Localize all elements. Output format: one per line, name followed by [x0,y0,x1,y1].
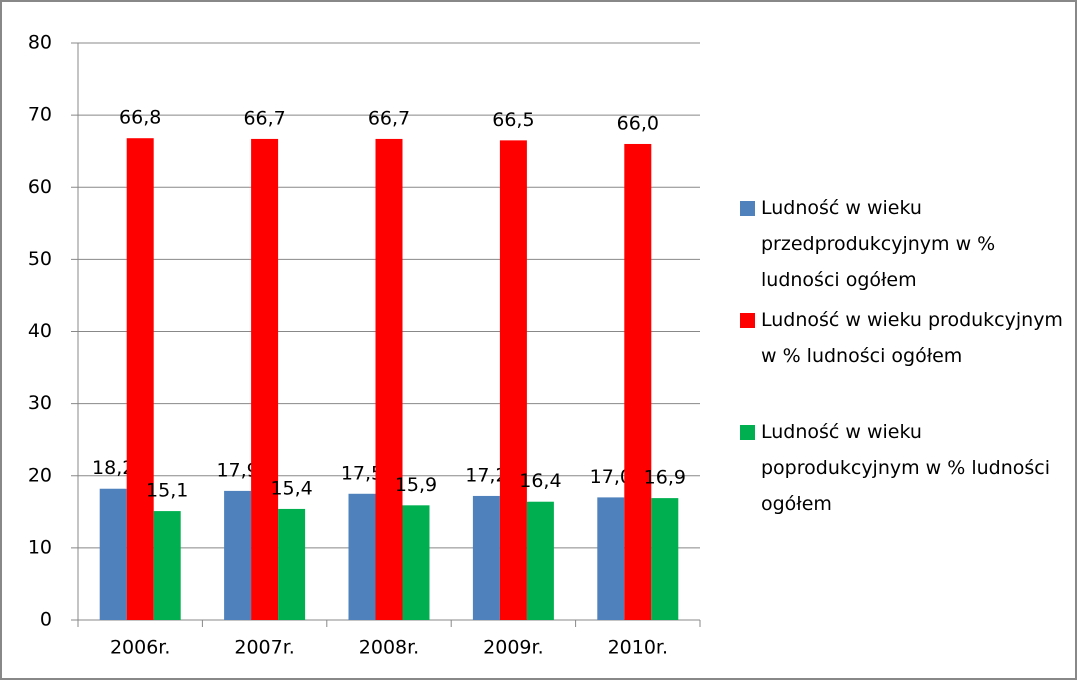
data-label: 66,7 [368,107,410,129]
data-label: 66,8 [119,107,161,129]
legend-swatch [740,313,755,328]
data-label: 17,2 [465,464,507,486]
data-label: 66,0 [617,112,659,134]
legend-label: Ludność w wieku poprodukcyjnym w % ludno… [761,421,1051,515]
bar [624,143,652,620]
data-label: 66,5 [492,109,534,131]
y-tick-label: 30 [28,392,52,414]
legend-swatch [740,425,755,440]
x-tick-label: 2006r. [110,637,170,659]
bar [526,501,554,620]
y-tick-label: 80 [28,32,52,54]
x-tick-label: 2010r. [608,637,668,659]
bar [499,140,527,620]
bar [224,490,252,620]
y-tick-label: 0 [40,609,52,631]
legend-label: Ludność w wieku przedprodukcyjnym w % lu… [761,197,996,291]
data-label: 17,9 [216,459,258,481]
data-label: 18,2 [92,457,134,479]
x-tick-label: 2007r. [234,637,294,659]
legend-item: Ludność w wieku poprodukcyjnym w % ludno… [740,414,1070,522]
x-tick-label: 2009r. [483,637,543,659]
y-tick-label: 40 [28,320,52,342]
y-tick-label: 50 [28,248,52,270]
data-label: 17,5 [341,462,383,484]
data-label: 16,9 [644,467,686,489]
y-tick-label: 20 [28,464,52,486]
bar [251,138,279,620]
legend-swatch [740,201,755,216]
data-label: 16,4 [519,470,561,492]
bar [278,508,306,620]
data-label: 66,7 [243,107,285,129]
bar [126,138,154,620]
data-label: 17,0 [590,466,632,488]
x-tick-label: 2008r. [359,637,419,659]
bar [402,505,430,620]
bar [597,497,625,620]
data-label: 15,1 [146,480,188,502]
legend-item: Ludność w wieku przedprodukcyjnym w % lu… [740,190,1070,298]
y-tick-label: 60 [28,176,52,198]
bar [375,138,403,620]
bar [153,511,181,620]
legend-item: Ludność w wieku produkcyjnym w % ludnośc… [740,302,1070,374]
bar [99,488,127,620]
y-tick-label: 10 [28,536,52,558]
data-label: 15,4 [270,477,312,499]
bar [348,493,376,620]
bar [651,498,679,620]
data-label: 15,9 [395,474,437,496]
bar [472,495,500,620]
legend-label: Ludność w wieku produkcyjnym w % ludnośc… [761,309,1063,367]
y-tick-label: 70 [28,104,52,126]
